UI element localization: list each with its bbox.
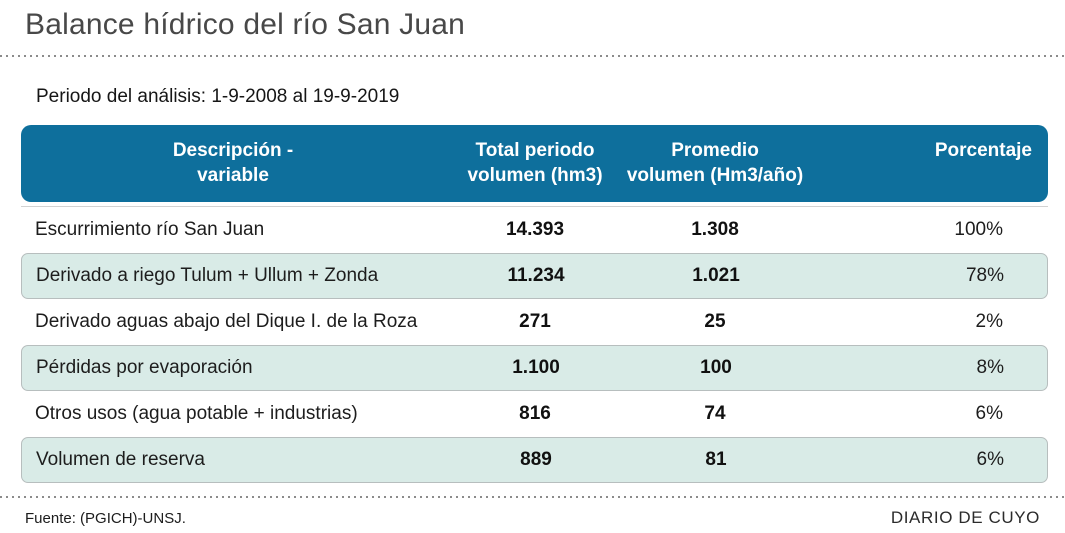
- analysis-period-note: Periodo del análisis: 1-9-2008 al 19-9-2…: [36, 86, 400, 107]
- water-balance-table: Descripción - variable Total periodo vol…: [21, 125, 1048, 483]
- row-average-volume: 74: [704, 403, 726, 424]
- header-percentage: Porcentaje: [934, 140, 1032, 161]
- row-percentage: 100%: [954, 219, 1003, 240]
- row-description: Pérdidas por evaporación: [36, 357, 253, 378]
- row-percentage: 6%: [975, 403, 1003, 424]
- table-row: Escurrimiento río San Juan 14.393 1.308 …: [21, 207, 1048, 253]
- row-average-volume: 25: [704, 311, 726, 332]
- publisher-brand: DIARIO DE CUYO: [890, 508, 1040, 527]
- table-row: Volumen de reserva 889 81 6%: [21, 437, 1048, 483]
- header-description-variable: Descripción - variable: [172, 140, 294, 186]
- table-row: Derivado aguas abajo del Dique I. de la …: [21, 299, 1048, 345]
- source-credit: Fuente: (PGICH)-UNSJ.: [25, 510, 186, 527]
- row-average-volume: 1.308: [691, 219, 739, 240]
- page-title: Balance hídrico del río San Juan: [25, 8, 466, 41]
- bottom-dotted-divider: [0, 496, 1065, 498]
- row-total-volume: 1.100: [512, 357, 560, 378]
- row-percentage: 6%: [976, 449, 1004, 470]
- row-description: Escurrimiento río San Juan: [35, 219, 265, 240]
- table-body: Escurrimiento río San Juan 14.393 1.308 …: [21, 206, 1048, 483]
- row-description: Derivado aguas abajo del Dique I. de la …: [35, 311, 418, 332]
- row-percentage: 78%: [965, 265, 1004, 286]
- table-row: Pérdidas por evaporación 1.100 100 8%: [21, 345, 1048, 391]
- row-average-volume: 100: [700, 357, 732, 378]
- row-average-volume: 81: [705, 449, 727, 470]
- header-average-volume: Promedio volumen (Hm3/año): [626, 140, 804, 186]
- row-percentage: 2%: [975, 311, 1003, 332]
- row-total-volume: 889: [520, 449, 552, 470]
- table-row: Derivado a riego Tulum + Ullum + Zonda 1…: [21, 253, 1048, 299]
- row-description: Volumen de reserva: [36, 449, 205, 470]
- header-total-period-volume: Total periodo volumen (hm3): [467, 140, 603, 186]
- row-average-volume: 1.021: [692, 265, 740, 286]
- top-dotted-divider: [0, 55, 1065, 57]
- row-total-volume: 14.393: [505, 219, 565, 240]
- row-percentage: 8%: [976, 357, 1004, 378]
- row-description: Otros usos (agua potable + industrias): [35, 403, 358, 424]
- row-total-volume: 816: [519, 403, 551, 424]
- table-header-row: Descripción - variable Total periodo vol…: [21, 125, 1048, 202]
- row-total-volume: 271: [519, 311, 551, 332]
- row-total-volume: 11.234: [507, 265, 565, 286]
- row-description: Derivado a riego Tulum + Ullum + Zonda: [36, 265, 379, 286]
- table-row: Otros usos (agua potable + industrias) 8…: [21, 391, 1048, 437]
